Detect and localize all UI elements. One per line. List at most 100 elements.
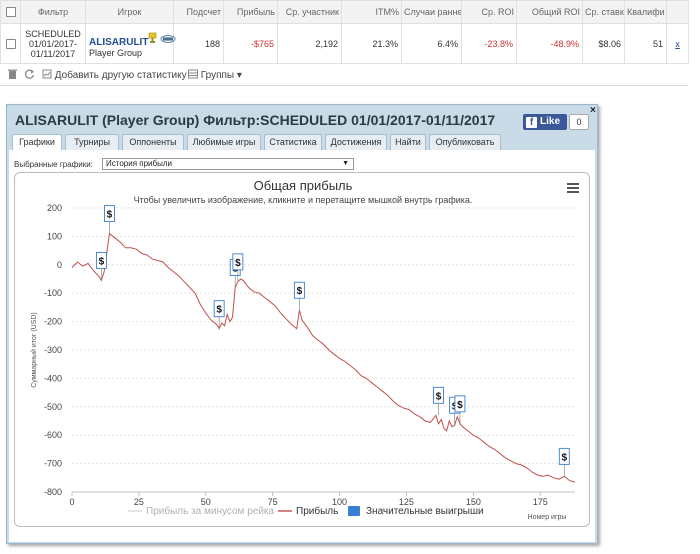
x-tick-label: 25 [134,497,144,507]
tab-3[interactable]: Любимые игры [187,134,261,150]
groups-icon [188,69,198,79]
y-tick-label: -400 [44,373,62,383]
row-early-cases: 6.4% [401,23,462,64]
chart-svg[interactable]: Общая прибыль Чтобы увеличить изображение… [15,173,591,528]
y-tick-label: -300 [44,345,62,355]
table-row: SCHEDULED 01/01/2017- 01/11/2017 ALISARU… [0,23,689,64]
row-profit: -$765 [223,23,278,64]
x-tick-label: 125 [399,497,414,507]
x-tick-label: 75 [268,497,278,507]
menu-icon[interactable] [567,183,579,193]
add-stat-icon [42,69,52,79]
header-count[interactable]: Подсчет [173,0,224,24]
header-avg-participants[interactable]: Ср. участник [277,0,342,24]
tab-5[interactable]: Достижения [325,134,387,150]
close-icon[interactable]: × [590,105,596,116]
header-avg-stake[interactable]: Ср. ставк [582,0,625,24]
y-tick-label: 0 [57,260,62,270]
trophy-icon[interactable] [148,32,157,43]
big-win-flag-label: $ [107,210,113,221]
profit-series-line[interactable] [71,232,576,483]
legend-item[interactable]: Прибыль за минусом рейка [146,505,275,517]
add-stat-button[interactable]: Добавить другую статистику [42,66,187,86]
row-checkbox[interactable] [5,38,16,49]
tab-1[interactable]: Турниры [65,134,119,150]
big-win-flag-label: $ [235,258,241,269]
groups-button[interactable]: Группы ▾ [188,66,242,86]
row-avg-stake: $8.06 [582,23,625,64]
player-name-link[interactable]: ALISARULIT [89,37,149,48]
select-all-checkbox[interactable] [5,7,16,18]
big-win-flag[interactable] [104,205,115,223]
header-filter[interactable]: Фильтр [20,0,86,24]
y-tick-label: 200 [47,203,62,213]
like-label: Like [540,116,561,127]
filter-line: 01/11/2017 [30,48,76,59]
y-axis-label: Суммарный итог (USD) [30,312,38,388]
facebook-like-button[interactable]: f Like [523,114,567,130]
header-total-roi[interactable]: Общий ROI [516,0,583,24]
header-early-cases[interactable]: Случаи ранне [401,0,462,24]
row-qualif: 51 [624,23,667,64]
trash-icon[interactable] [8,66,17,86]
graph-select[interactable]: История прибыли ▼ [102,158,354,170]
stats-header-row: Фильтр Игрок Подсчет Прибыль Ср. участни… [0,0,689,24]
profit-chart[interactable]: Общая прибыль Чтобы увеличить изображение… [14,172,590,527]
row-player: ALISARULIT Player Group [85,23,174,64]
chevron-down-icon: ▾ [236,70,242,81]
legend-swatch [348,506,360,516]
header-profit[interactable]: Прибыль [223,0,278,24]
tab-4[interactable]: Статистика [264,134,322,150]
big-win-flag[interactable] [213,300,225,318]
header-avg-roi[interactable]: Ср. ROI [461,0,517,24]
big-win-flag[interactable] [293,281,305,299]
row-itm: 21.3% [341,23,402,64]
big-win-flag-label: $ [297,286,303,297]
row-checkbox-cell[interactable] [0,23,21,64]
row-avg-participants: 2,192 [277,23,342,64]
filter-line: SCHEDULED [25,28,81,39]
facebook-icon: f [526,117,537,128]
graph-selector-label: Выбранные графики: [14,160,93,169]
row-avg-roi: -23.8% [461,23,517,64]
network-icon[interactable] [160,35,176,43]
x-tick-label: 175 [533,497,548,507]
big-win-flag-label: $ [99,256,105,267]
stats-table: Фильтр Игрок Подсчет Прибыль Ср. участни… [0,0,689,64]
menu-icon-bar [567,183,579,185]
y-tick-label: -100 [44,288,62,298]
player-group-label: Player Group [89,48,143,58]
big-win-flag[interactable] [558,447,570,465]
legend-item[interactable]: Значительные выигрыши [366,506,484,517]
tab-7[interactable]: Опубликовать [429,134,501,150]
tab-6[interactable]: Найти [390,134,426,150]
y-tick-label: 100 [47,231,62,241]
tab-2[interactable]: Оппоненты [122,134,184,150]
header-qualif[interactable]: Квалифи [624,0,667,24]
panel-title: ALISARULIT (Player Group) Фильтр:SCHEDUL… [15,112,496,128]
menu-icon-bar [567,187,579,189]
add-stat-label: Добавить другую статистику [54,70,187,81]
big-win-flag[interactable] [433,386,444,404]
graph-select-value: История прибыли [106,159,172,168]
header-itm[interactable]: ITM% [341,0,402,24]
header-player[interactable]: Игрок [85,0,174,24]
big-win-flag[interactable] [454,395,466,413]
y-tick-label: -500 [44,402,62,412]
row-total-roi: -48.9% [516,23,583,64]
big-win-flag[interactable] [95,251,107,269]
big-win-flag[interactable] [232,253,244,271]
select-all-cell[interactable] [0,0,21,24]
x-axis-label: Номер игры [528,514,567,521]
player-panel: ALISARULIT (Player Group) Фильтр:SCHEDUL… [6,104,598,544]
menu-icon-bar [567,191,579,193]
x-tick-label: 150 [466,497,481,507]
remove-row-button[interactable]: x [666,23,689,64]
filter-line: 01/01/2017- [28,38,78,49]
refresh-icon[interactable] [25,66,35,86]
panel-body: Выбранные графики: История прибыли ▼ Общ… [9,150,595,542]
tab-0[interactable]: Графики [12,134,62,151]
stats-toolbar: Добавить другую статистику Группы ▾ [0,66,688,86]
like-count: 0 [569,114,589,130]
legend-item[interactable]: Прибыль [296,505,338,517]
